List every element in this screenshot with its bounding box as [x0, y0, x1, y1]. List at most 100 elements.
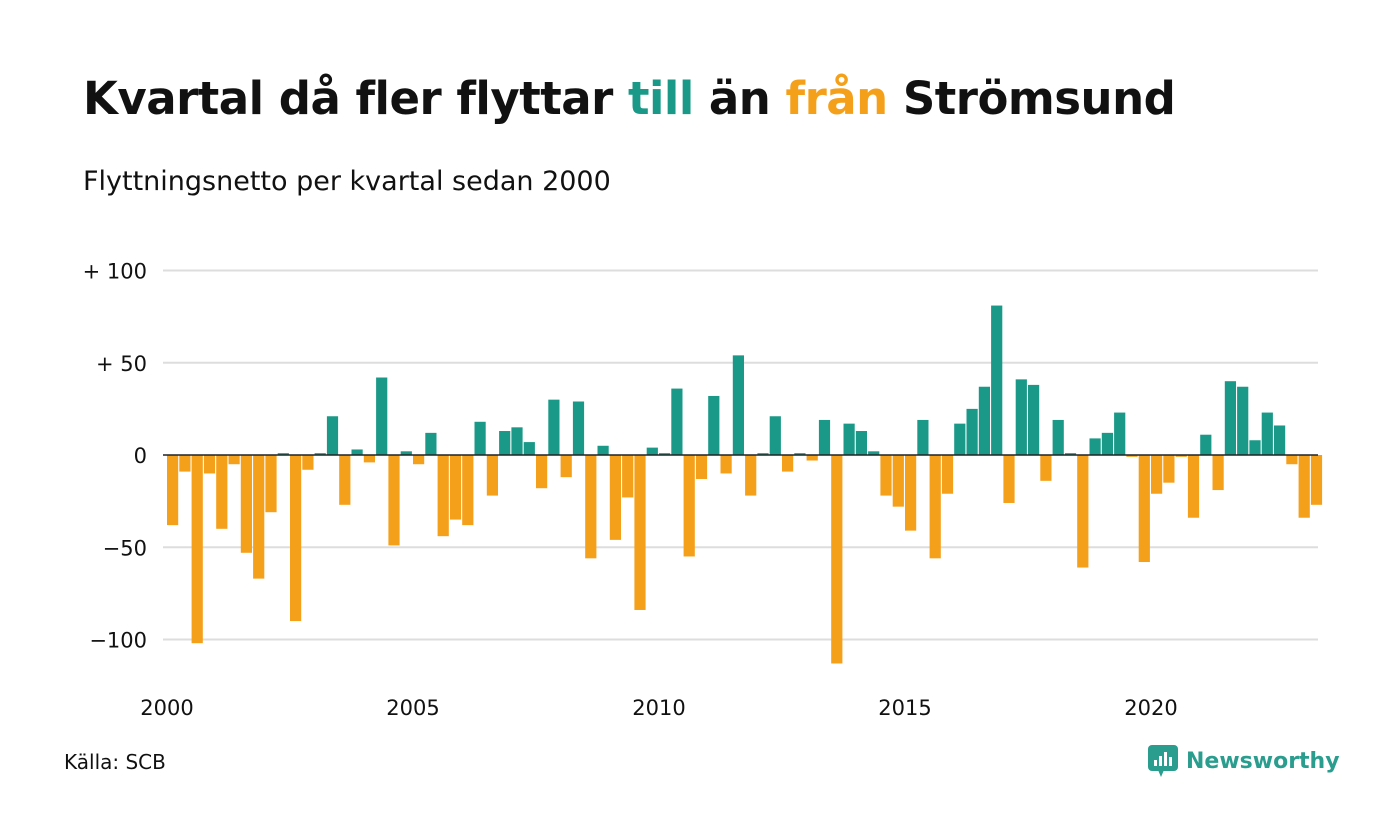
bar [203, 455, 216, 474]
y-tick-label: + 50 [96, 352, 147, 376]
bar [1200, 434, 1212, 455]
bar [1138, 455, 1150, 563]
bar [499, 431, 511, 455]
x-tick-label: 2020 [1124, 696, 1177, 720]
bar [1212, 455, 1224, 491]
bar [609, 455, 621, 540]
bar [1261, 412, 1273, 455]
bar [1028, 384, 1040, 455]
bar [1077, 455, 1089, 568]
bar [179, 455, 191, 472]
title-part-1: Kvartal då fler flyttar [83, 72, 628, 125]
bar [265, 455, 277, 513]
bar [572, 401, 585, 455]
bar [978, 386, 990, 455]
bar [400, 451, 412, 455]
bar [1052, 419, 1064, 455]
bar [486, 455, 498, 496]
bar [462, 455, 474, 526]
x-tick-label: 2005 [386, 696, 439, 720]
bar [769, 416, 781, 455]
bar [1163, 455, 1175, 483]
title-fran: från [785, 72, 889, 125]
x-tick-label: 2010 [632, 696, 685, 720]
bar [1151, 455, 1163, 494]
bar [720, 455, 732, 474]
bar [437, 455, 449, 537]
y-axis-ticks: + 100 + 50 0 −50 −100 [83, 260, 147, 653]
bar [683, 455, 695, 557]
bar [228, 455, 240, 465]
bar [941, 455, 954, 494]
bar [474, 421, 486, 455]
bar [794, 453, 806, 455]
bar [339, 455, 351, 505]
y-tick-label: −50 [103, 536, 147, 560]
bar [1298, 455, 1310, 518]
bar [425, 432, 437, 455]
bar [671, 388, 683, 455]
bar [954, 423, 966, 455]
y-tick-label: 0 [134, 444, 147, 468]
y-tick-label: + 100 [83, 260, 147, 284]
bar [1274, 425, 1286, 455]
bar [167, 455, 179, 526]
bar [253, 455, 265, 579]
bar [597, 445, 609, 455]
bar-chart: + 100 + 50 0 −50 −100 2000 2005 2010 2015 2020 [83, 260, 1323, 720]
bar [1114, 412, 1126, 455]
bar [290, 455, 302, 622]
x-tick-label: 2015 [878, 696, 931, 720]
bar [880, 455, 892, 496]
chart-subtitle: Flyttningsnetto per kvartal sedan 2000 [83, 166, 611, 197]
bar [634, 455, 646, 610]
bar [376, 377, 388, 455]
bar [831, 455, 843, 664]
bar [843, 423, 855, 455]
x-tick-label: 2000 [140, 696, 193, 720]
bar [277, 453, 289, 455]
y-tick-label: −100 [89, 629, 147, 653]
bar [191, 455, 203, 644]
bar [1040, 455, 1052, 481]
bar [622, 455, 634, 498]
bar [449, 455, 462, 520]
bar [905, 455, 917, 531]
bar [523, 442, 535, 455]
bar [302, 455, 314, 470]
bar [1175, 455, 1187, 457]
bar [1003, 455, 1015, 503]
chart-bubble-icon [1148, 745, 1178, 777]
bar [388, 455, 400, 546]
bar [855, 431, 867, 455]
bar [1015, 379, 1027, 455]
bars [163, 305, 1323, 664]
bar [511, 427, 523, 455]
bar [991, 305, 1003, 455]
bar [216, 455, 228, 529]
bar [868, 451, 880, 455]
bar [314, 453, 326, 455]
title-part-2: än [693, 72, 786, 125]
bar [892, 455, 904, 507]
bar [413, 455, 425, 465]
bar [1101, 432, 1113, 455]
bar [1089, 438, 1101, 455]
bar [548, 399, 560, 455]
chart-title: Kvartal då fler flyttar till än från Str… [83, 72, 1176, 125]
bar [708, 395, 720, 455]
bar [1286, 455, 1298, 465]
bar [806, 455, 818, 461]
bar [363, 455, 375, 463]
bar [240, 455, 252, 553]
bar [818, 419, 831, 455]
bar [929, 455, 941, 559]
x-axis-ticks: 2000 2005 2010 2015 2020 [140, 696, 1177, 720]
bar [1237, 386, 1249, 455]
bar [732, 355, 744, 455]
bar [782, 455, 794, 472]
bar [646, 447, 658, 455]
title-till: till [627, 72, 694, 125]
bar [1310, 455, 1323, 505]
bar [326, 416, 339, 455]
